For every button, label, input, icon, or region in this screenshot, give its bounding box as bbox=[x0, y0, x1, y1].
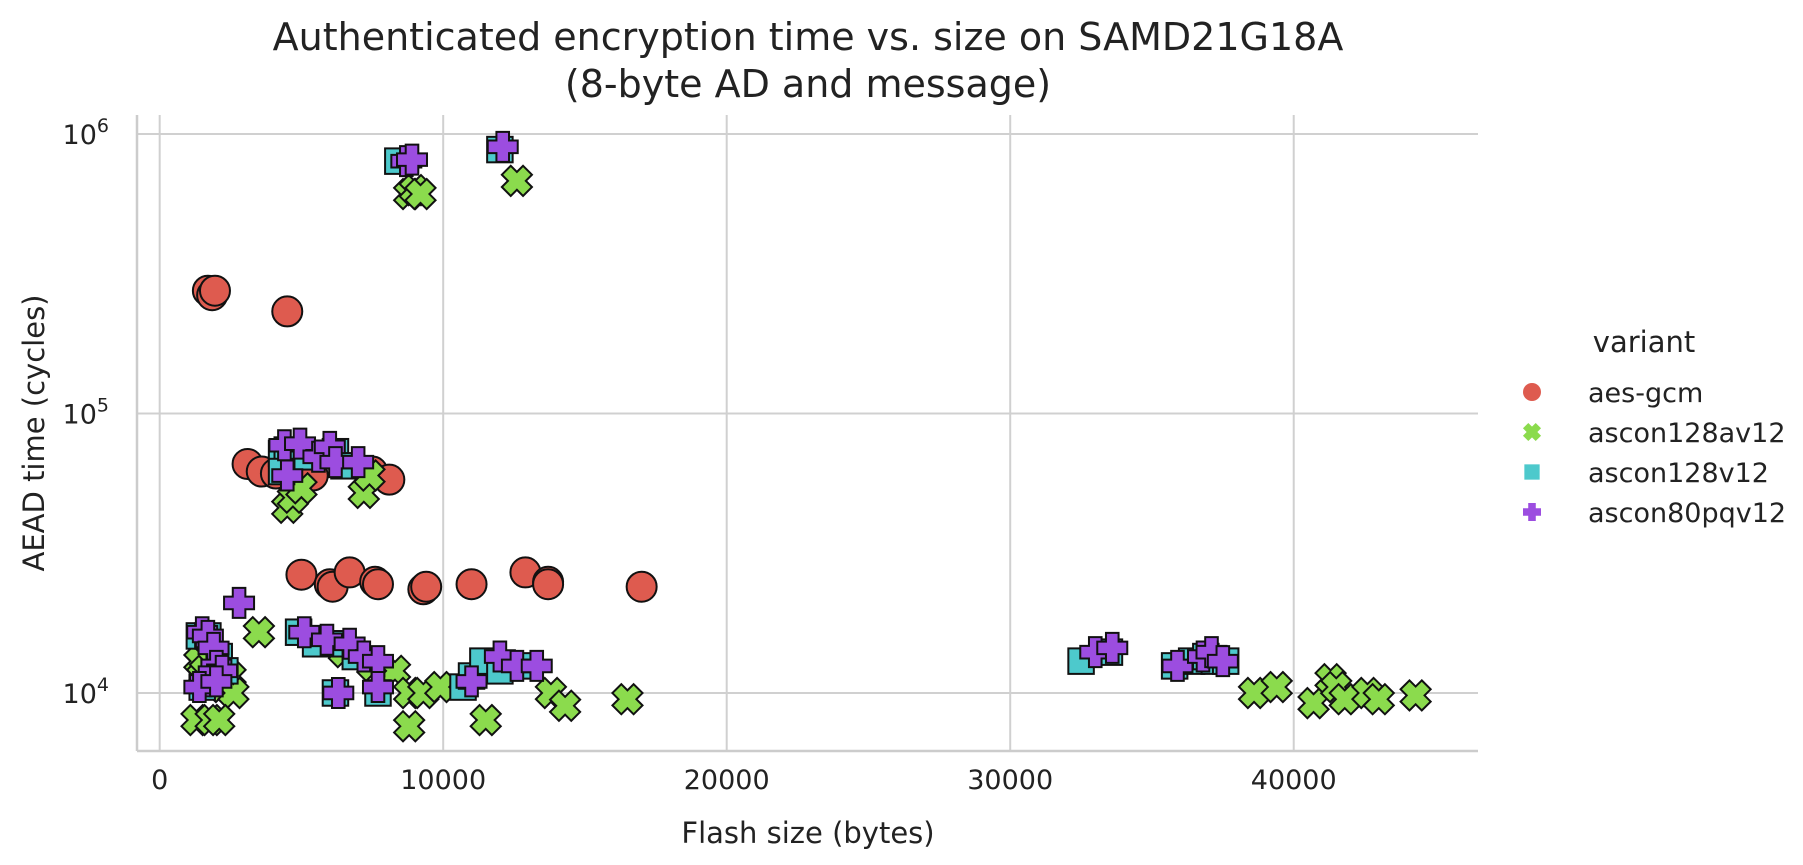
legend-item-ascon128v12: ascon128v12 bbox=[1524, 458, 1769, 489]
y-tick-label: 106 bbox=[63, 115, 109, 151]
data-point-ascon128av12 bbox=[404, 177, 437, 211]
data-point-ascon128av12 bbox=[1399, 678, 1433, 712]
data-point-ascon128av12 bbox=[1297, 686, 1331, 720]
data-point-ascon128av12 bbox=[500, 164, 534, 198]
data-point-ascon80pqv12 bbox=[1206, 645, 1239, 678]
series-ascon128v12 bbox=[185, 135, 1240, 707]
y-tick-label: 105 bbox=[63, 395, 109, 431]
y-tick-base: 10 bbox=[63, 400, 97, 431]
data-point-ascon80pqv12 bbox=[1161, 649, 1194, 682]
data-point-ascon80pqv12 bbox=[520, 649, 553, 682]
data-point-aes-gcm bbox=[410, 570, 443, 603]
legend: variant aes-gcm ascon128av12 ascon128v12 as… bbox=[1522, 325, 1786, 529]
data-point-ascon128av12 bbox=[469, 703, 503, 737]
y-tick-exponent: 5 bbox=[97, 395, 109, 417]
data-point-ascon80pqv12 bbox=[322, 676, 355, 709]
data-point-ascon128av12 bbox=[1260, 670, 1294, 704]
axis-spines bbox=[135, 115, 1478, 753]
legend-marker-ascon128av12 bbox=[1522, 422, 1542, 442]
y-tick-label: 104 bbox=[63, 674, 109, 710]
legend-marker-aes-gcm bbox=[1523, 383, 1541, 401]
data-points bbox=[180, 130, 1433, 743]
data-point-ascon80pqv12 bbox=[455, 665, 488, 698]
data-point-ascon80pqv12 bbox=[342, 446, 375, 479]
legend-title: variant bbox=[1593, 325, 1695, 359]
legend-label: ascon128v12 bbox=[1588, 458, 1769, 489]
legend-item-ascon128av12: ascon128av12 bbox=[1522, 418, 1786, 449]
y-tick-exponent: 6 bbox=[97, 115, 109, 137]
data-point-ascon80pqv12 bbox=[200, 665, 233, 698]
x-tick-label: 10000 bbox=[400, 765, 486, 796]
data-point-aes-gcm bbox=[285, 558, 318, 591]
data-point-ascon80pqv12 bbox=[319, 446, 352, 479]
series-ascon80pqv12 bbox=[183, 130, 1239, 709]
data-point-ascon80pqv12 bbox=[310, 623, 343, 656]
data-point-ascon128av12 bbox=[610, 682, 644, 716]
chart-title-line-2: (8-byte AD and message) bbox=[565, 62, 1051, 106]
data-point-aes-gcm bbox=[625, 570, 658, 603]
data-point-ascon80pqv12 bbox=[361, 671, 394, 704]
data-point-ascon128av12 bbox=[392, 709, 426, 743]
data-point-aes-gcm bbox=[361, 568, 394, 601]
y-tick-base: 10 bbox=[63, 679, 97, 710]
legend-item-ascon80pqv12: ascon80pqv12 bbox=[1523, 498, 1786, 529]
data-point-ascon128av12 bbox=[423, 670, 457, 704]
legend-label: ascon80pqv12 bbox=[1588, 498, 1786, 529]
grid-lines bbox=[137, 115, 1478, 751]
data-point-ascon80pqv12 bbox=[1096, 631, 1129, 664]
legend-item-aes-gcm: aes-gcm bbox=[1523, 378, 1703, 409]
x-tick-label: 0 bbox=[151, 765, 168, 796]
legend-label: ascon128av12 bbox=[1588, 418, 1786, 449]
x-tick-labels: 0 10000 20000 30000 40000 bbox=[151, 765, 1337, 796]
data-point-ascon80pqv12 bbox=[271, 459, 304, 492]
series-aes-gcm bbox=[191, 274, 658, 606]
chart-title-line-1: Authenticated encryption time vs. size o… bbox=[273, 15, 1344, 59]
data-point-ascon80pqv12 bbox=[288, 616, 321, 649]
y-tick-exponent: 4 bbox=[97, 674, 109, 696]
y-axis-label: AEAD time (cycles) bbox=[17, 295, 51, 572]
data-point-ascon128av12 bbox=[242, 615, 276, 649]
data-point-ascon128av12 bbox=[1362, 682, 1396, 716]
x-axis-label: Flash size (bytes) bbox=[681, 816, 934, 850]
data-point-ascon80pqv12 bbox=[396, 143, 429, 176]
legend-marker-ascon128v12 bbox=[1524, 464, 1540, 480]
data-point-aes-gcm bbox=[198, 274, 231, 307]
legend-marker-ascon80pqv12 bbox=[1523, 503, 1541, 521]
legend-label: aes-gcm bbox=[1588, 378, 1703, 409]
data-point-ascon128av12 bbox=[202, 703, 236, 737]
legend-items: aes-gcm ascon128av12 ascon128v12 ascon80pqv… bbox=[1522, 378, 1786, 529]
y-tick-base: 10 bbox=[63, 120, 97, 151]
data-point-ascon128av12 bbox=[548, 689, 582, 723]
data-point-aes-gcm bbox=[271, 295, 304, 328]
data-point-aes-gcm bbox=[532, 568, 565, 601]
data-point-ascon80pqv12 bbox=[486, 130, 519, 163]
data-point-aes-gcm bbox=[455, 568, 488, 601]
x-tick-label: 20000 bbox=[684, 765, 770, 796]
x-tick-label: 30000 bbox=[967, 765, 1053, 796]
x-tick-label: 40000 bbox=[1251, 765, 1337, 796]
data-point-ascon80pqv12 bbox=[223, 586, 256, 619]
